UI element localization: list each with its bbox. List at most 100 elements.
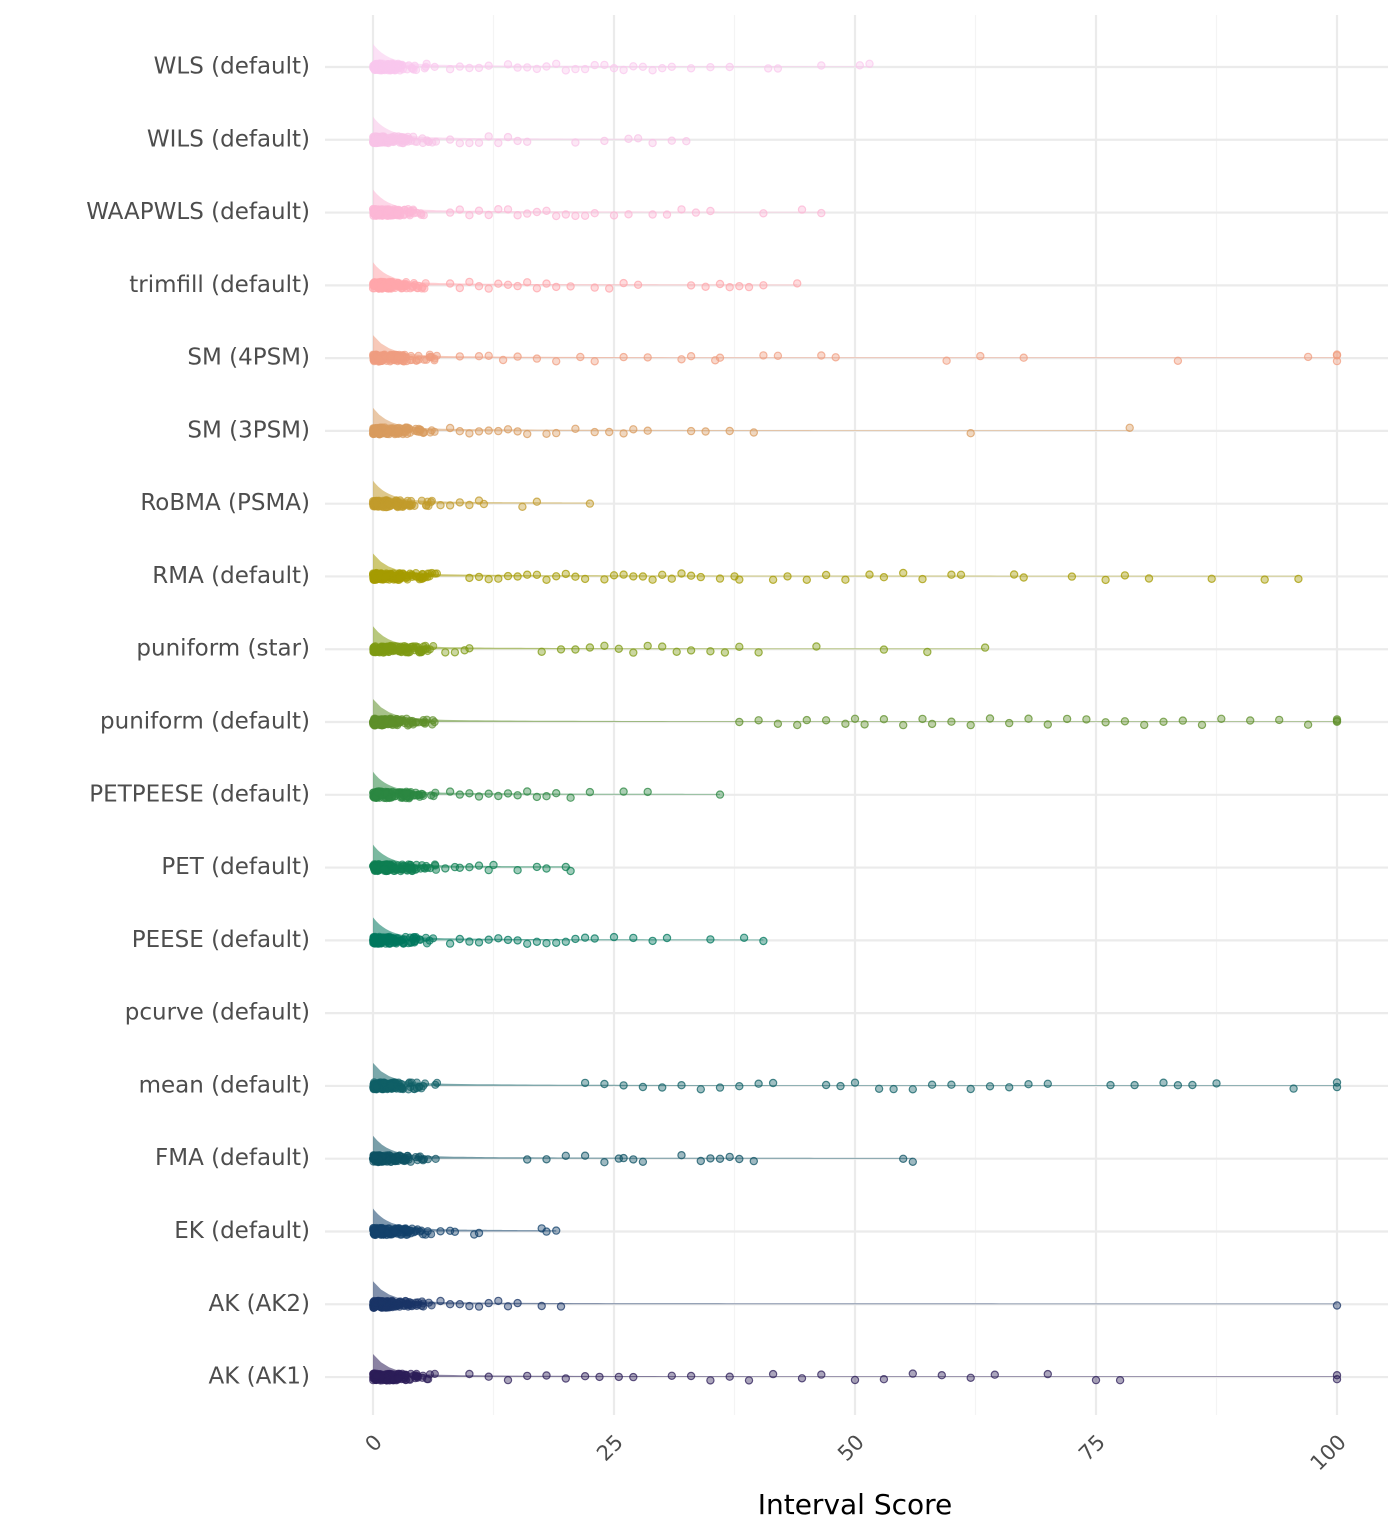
data-point	[648, 575, 657, 584]
data-point	[397, 133, 406, 142]
data-point	[812, 642, 821, 651]
data-point	[465, 500, 474, 510]
data-point	[643, 641, 652, 651]
data-point	[918, 714, 927, 724]
data-point	[455, 427, 464, 436]
data-point	[754, 648, 763, 657]
data-point	[556, 1302, 566, 1311]
data-point	[532, 284, 542, 293]
data-point	[450, 648, 460, 657]
data-point	[580, 1078, 590, 1088]
data-point	[484, 61, 493, 70]
data-point	[412, 1084, 421, 1093]
data-point	[441, 864, 450, 873]
data-point	[1130, 1080, 1139, 1090]
data-point	[1332, 350, 1342, 359]
data-point	[980, 643, 990, 652]
data-point	[422, 861, 431, 871]
data-point	[1106, 1080, 1115, 1090]
data-point	[523, 137, 532, 146]
data-point	[701, 427, 710, 436]
data-point	[850, 1078, 860, 1087]
y-label-9: puniform (default)	[100, 709, 310, 735]
data-point	[696, 1085, 706, 1094]
data-point	[373, 788, 382, 797]
x-tick-label: 100	[1306, 1430, 1351, 1475]
data-point	[638, 1157, 648, 1167]
data-point	[426, 428, 435, 437]
data-point	[879, 573, 889, 582]
data-point	[474, 1302, 484, 1311]
data-point	[561, 937, 571, 947]
data-point	[372, 1083, 381, 1092]
data-point	[523, 787, 532, 796]
data-point	[436, 1296, 445, 1306]
data-point	[406, 351, 416, 361]
data-point	[445, 939, 455, 948]
data-point	[1294, 574, 1303, 584]
data-point	[421, 641, 430, 650]
data-point	[445, 135, 455, 144]
data-point	[638, 62, 648, 72]
data-point	[629, 933, 638, 943]
data-point	[374, 429, 383, 438]
data-point	[686, 64, 696, 73]
data-point	[566, 282, 575, 291]
data-point	[393, 209, 402, 218]
data-point	[672, 647, 681, 657]
data-point	[580, 64, 590, 74]
data-point	[1332, 1078, 1342, 1087]
data-point	[580, 574, 590, 584]
data-point	[513, 281, 522, 291]
data-point	[590, 283, 599, 292]
data-point	[422, 59, 431, 68]
data-point	[542, 575, 551, 585]
y-label-15: FMA (default)	[155, 1145, 310, 1171]
data-point	[590, 208, 599, 218]
data-point	[715, 279, 725, 289]
data-point	[585, 787, 595, 797]
data-point	[378, 933, 387, 942]
data-point	[1245, 716, 1255, 725]
data-point	[532, 354, 542, 363]
data-point	[552, 282, 561, 292]
data-point	[542, 864, 551, 873]
data-point	[764, 64, 773, 73]
data-point	[503, 425, 513, 434]
data-point	[484, 284, 493, 293]
data-point	[571, 138, 580, 147]
data-point	[455, 498, 464, 507]
data-point	[561, 210, 571, 219]
data-point	[394, 646, 403, 656]
data-point	[749, 428, 759, 437]
data-point	[773, 64, 783, 73]
data-point	[386, 1081, 395, 1090]
data-point	[503, 1302, 513, 1311]
data-point	[908, 1157, 918, 1167]
data-point	[523, 429, 532, 439]
data-point	[1120, 717, 1130, 726]
data-point	[624, 210, 633, 219]
data-point	[667, 574, 677, 583]
data-point	[918, 574, 927, 584]
data-point	[429, 792, 438, 801]
data-point	[542, 1227, 551, 1236]
data-point	[513, 427, 522, 436]
data-point	[503, 205, 513, 214]
data-point	[923, 647, 932, 657]
data-point	[590, 934, 599, 943]
data-point	[638, 1082, 648, 1092]
data-point	[484, 1372, 493, 1381]
data-point	[374, 354, 383, 363]
data-point	[532, 792, 542, 802]
data-point	[735, 282, 744, 291]
data-point	[405, 1300, 415, 1309]
data-point	[1019, 353, 1028, 362]
data-point	[561, 1374, 571, 1383]
data-point	[609, 571, 619, 580]
data-point	[1091, 1375, 1101, 1385]
data-point	[388, 642, 397, 651]
data-point	[1173, 1080, 1183, 1090]
data-point	[605, 284, 614, 293]
